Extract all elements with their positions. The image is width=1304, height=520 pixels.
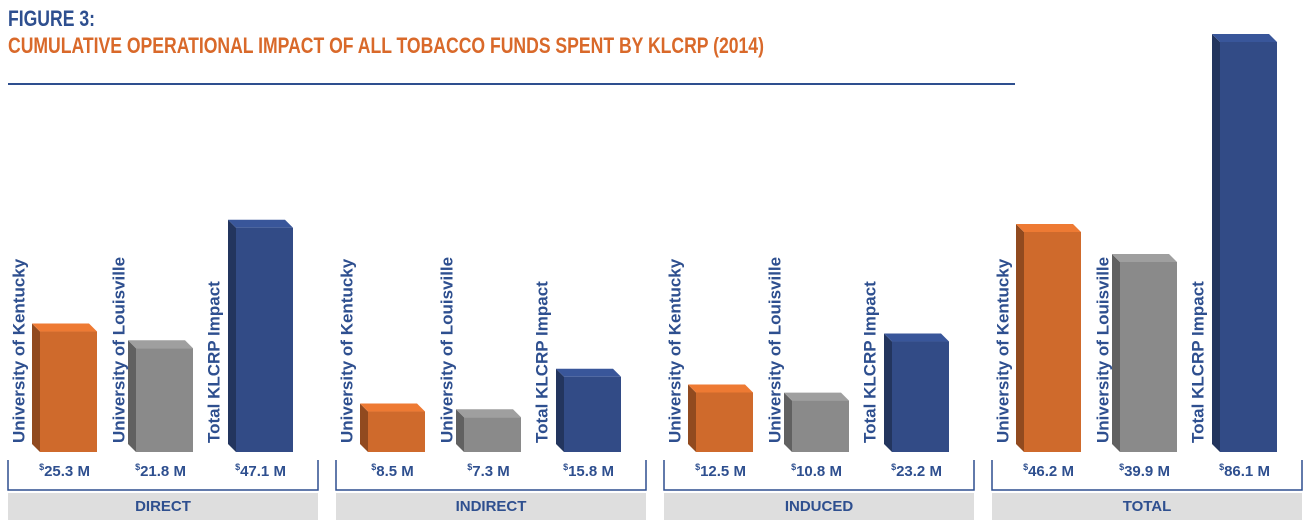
value-label: $21.8 M bbox=[135, 462, 186, 480]
group-bracket bbox=[663, 460, 975, 491]
bar-top bbox=[1112, 254, 1177, 262]
bar-side bbox=[128, 340, 136, 452]
bar-top bbox=[784, 392, 849, 401]
bar-front bbox=[696, 392, 753, 452]
bar bbox=[1016, 224, 1081, 452]
bar bbox=[688, 384, 753, 452]
bar-front bbox=[792, 400, 849, 452]
bar-top bbox=[556, 368, 621, 377]
value-label: $7.3 M bbox=[467, 462, 510, 480]
value-label: $15.8 M bbox=[563, 462, 614, 480]
bar-top bbox=[456, 409, 521, 418]
bar-top bbox=[32, 323, 97, 332]
bar-front bbox=[1120, 262, 1177, 452]
group-bracket bbox=[7, 460, 319, 491]
series-label: University of Kentucky bbox=[993, 258, 1012, 443]
bar-side bbox=[1112, 254, 1120, 452]
bar bbox=[1212, 34, 1277, 452]
bar-top bbox=[128, 340, 193, 349]
bar-side bbox=[784, 392, 792, 452]
bar-side bbox=[688, 384, 696, 452]
bar-front bbox=[40, 331, 97, 452]
bar bbox=[228, 219, 293, 452]
category-label: DIRECT bbox=[135, 498, 191, 515]
value-label: $8.5 M bbox=[371, 462, 414, 480]
title-block: FIGURE 3: CUMULATIVE OPERATIONAL IMPACT … bbox=[8, 7, 764, 58]
bar bbox=[556, 368, 621, 452]
bar-side bbox=[1016, 224, 1024, 452]
bar-side bbox=[32, 323, 40, 452]
category-band bbox=[8, 493, 318, 520]
bar-front bbox=[236, 227, 293, 452]
group-bracket bbox=[991, 460, 1303, 491]
bar-front bbox=[136, 348, 193, 452]
chart-subtitle: CUMULATIVE OPERATIONAL IMPACT OF ALL TOB… bbox=[8, 34, 764, 58]
series-label: University of Louisville bbox=[109, 257, 128, 443]
series-label: University of Kentucky bbox=[665, 258, 684, 443]
series-label: University of Louisville bbox=[1093, 257, 1112, 443]
bar-front bbox=[564, 376, 621, 452]
series-label: University of Louisville bbox=[765, 257, 784, 443]
group-bracket bbox=[335, 460, 647, 491]
bar-top bbox=[228, 219, 293, 228]
bar bbox=[784, 392, 849, 452]
bar-front bbox=[1220, 42, 1277, 452]
series-label: Total KLCRP Impact bbox=[204, 281, 223, 443]
series-label: University of Kentucky bbox=[337, 258, 356, 443]
value-label: $12.5 M bbox=[695, 462, 746, 480]
bar bbox=[32, 323, 97, 452]
series-label: Total KLCRP Impact bbox=[1188, 281, 1207, 443]
value-label: $25.3 M bbox=[39, 462, 90, 480]
category-band bbox=[336, 493, 646, 520]
category-band bbox=[664, 493, 974, 520]
bar-side bbox=[228, 219, 236, 452]
category-band bbox=[992, 493, 1302, 520]
value-label: $86.1 M bbox=[1219, 462, 1270, 480]
value-label: $46.2 M bbox=[1023, 462, 1074, 480]
bar-side bbox=[360, 403, 368, 452]
bar bbox=[128, 340, 193, 452]
bar bbox=[884, 333, 949, 452]
value-label: $47.1 M bbox=[235, 462, 286, 480]
bar-top bbox=[688, 384, 753, 393]
bar-side bbox=[1212, 34, 1220, 452]
bar-side bbox=[456, 409, 464, 452]
value-label: $23.2 M bbox=[891, 462, 942, 480]
bar-top bbox=[1016, 224, 1081, 232]
series-label: Total KLCRP Impact bbox=[532, 281, 551, 443]
bar-top bbox=[360, 403, 425, 412]
series-label: Total KLCRP Impact bbox=[860, 281, 879, 443]
chart-title: FIGURE 3: bbox=[8, 7, 95, 31]
bar-front bbox=[1024, 232, 1081, 452]
bar bbox=[360, 403, 425, 452]
bar-side bbox=[556, 368, 564, 452]
value-label: $10.8 M bbox=[791, 462, 842, 480]
bar-front bbox=[892, 341, 949, 452]
bar-front bbox=[464, 417, 521, 452]
category-label: TOTAL bbox=[1123, 498, 1172, 515]
series-label: University of Louisville bbox=[437, 257, 456, 443]
bar-front bbox=[368, 411, 425, 452]
category-label: INDIRECT bbox=[456, 498, 527, 515]
bar bbox=[456, 409, 521, 452]
bar-top bbox=[884, 333, 949, 342]
category-label: INDUCED bbox=[785, 498, 854, 515]
bar-top bbox=[1212, 34, 1277, 42]
value-label: $39.9 M bbox=[1119, 462, 1170, 480]
bar bbox=[1112, 254, 1177, 452]
series-label: University of Kentucky bbox=[9, 258, 28, 443]
bar-side bbox=[884, 333, 892, 452]
